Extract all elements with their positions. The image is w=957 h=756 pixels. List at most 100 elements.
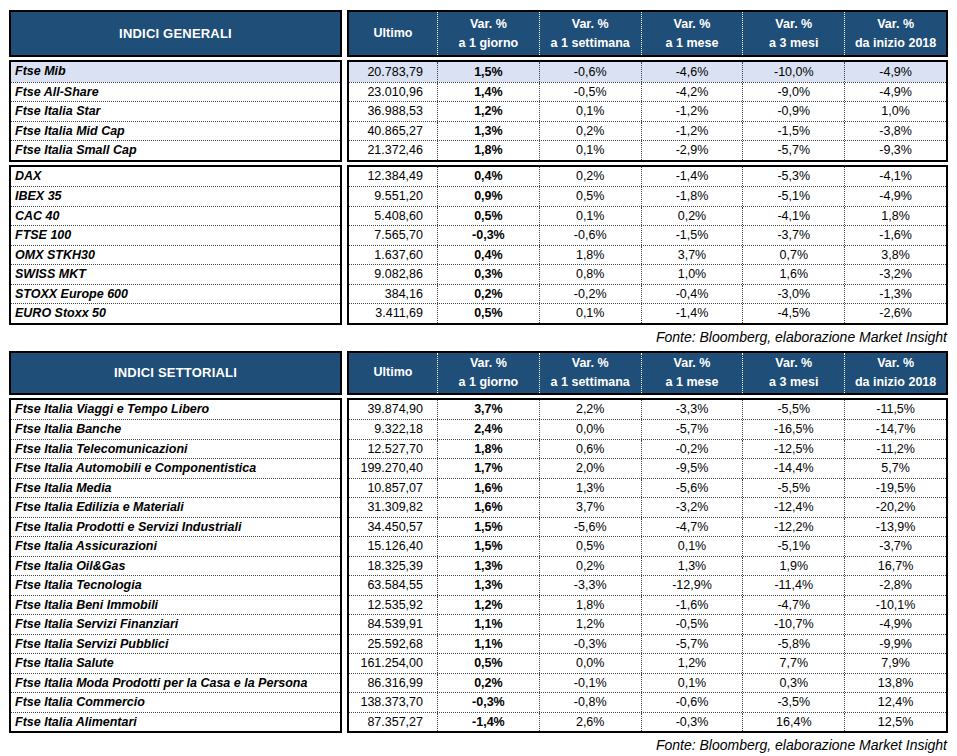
var-value: 3,7% bbox=[539, 498, 641, 517]
index-row-label: Ftse Italia Mid Cap bbox=[11, 121, 340, 141]
var-value: -4,5% bbox=[742, 304, 844, 323]
index-row-label: CAC 40 bbox=[11, 206, 340, 226]
var-value: -1,5% bbox=[641, 226, 743, 245]
var-value: 0,5% bbox=[539, 187, 641, 206]
ultimo-value: 5.408,60 bbox=[349, 207, 437, 226]
index-row-label: Ftse Italia Small Cap bbox=[11, 140, 340, 160]
ultimo-value: 3.411,69 bbox=[349, 304, 437, 323]
var-value: -0,4% bbox=[641, 285, 743, 304]
var-value: -3,0% bbox=[742, 285, 844, 304]
table-row: 3.411,690,5%0,1%-1,4%-4,5%-2,6% bbox=[349, 303, 946, 323]
var-value: -2,9% bbox=[641, 141, 743, 160]
var-value: -2,6% bbox=[844, 304, 946, 323]
var-value: -14,7% bbox=[844, 420, 946, 439]
var-value: 0,1% bbox=[539, 207, 641, 226]
index-row-label: Ftse Italia Prodotti e Servizi Industria… bbox=[11, 517, 340, 537]
ultimo-value: 12.535,92 bbox=[349, 596, 437, 615]
table-row: 36.988,531,2%0,1%-1,2%-0,9%1,0% bbox=[349, 101, 946, 121]
var-value: -4,7% bbox=[641, 518, 743, 537]
table-row: 39.874,903,7%2,2%-3,3%-5,5%-11,5% bbox=[349, 400, 946, 420]
var-value: -0,6% bbox=[539, 62, 641, 82]
index-row-label: Ftse Italia Alimentari bbox=[11, 712, 340, 732]
index-row-label: Ftse Italia Oil&Gas bbox=[11, 556, 340, 576]
var-value: -1,4% bbox=[641, 304, 743, 323]
index-values-box: 20.783,791,5%-0,6%-4,6%-10,0%-4,9%23.010… bbox=[347, 60, 948, 162]
sector-table-header: INDICI SETTORIALI UltimoVar. %a 1 giorno… bbox=[9, 351, 948, 395]
table-row: 63.584,551,3%-3,3%-12,9%-11,4%-2,8% bbox=[349, 575, 946, 595]
index-labels-box: Ftse Italia Viaggi e Tempo LiberoFtse It… bbox=[9, 398, 342, 734]
var-value: 1,3% bbox=[437, 557, 539, 576]
var-value: 1,2% bbox=[539, 615, 641, 634]
column-header-var-1-mese: Var. %a 1 mese bbox=[641, 353, 743, 393]
index-row-label: Ftse Italia Beni Immobili bbox=[11, 595, 340, 615]
var-value: -4,9% bbox=[844, 615, 946, 634]
index-row-label: Ftse Italia Servizi Pubblici bbox=[11, 634, 340, 654]
var-value: 2,4% bbox=[437, 420, 539, 439]
index-row-label: Ftse Italia Telecomunicazioni bbox=[11, 439, 340, 459]
ultimo-value: 384,16 bbox=[349, 285, 437, 304]
index-values-box: 39.874,903,7%2,2%-3,3%-5,5%-11,5%9.322,1… bbox=[347, 398, 948, 734]
column-header-var-1-giorno: Var. %a 1 giorno bbox=[437, 353, 539, 393]
var-value: 3,7% bbox=[641, 246, 743, 265]
var-value: -4,1% bbox=[844, 167, 946, 187]
ultimo-value: 12.384,49 bbox=[349, 167, 437, 187]
table-row: 9.551,200,9%0,5%-1,8%-5,1%-4,9% bbox=[349, 186, 946, 206]
table-row: 199.270,401,7%2,0%-9,5%-14,4%5,7% bbox=[349, 458, 946, 478]
var-value: 2,6% bbox=[539, 713, 641, 732]
var-value: 0,6% bbox=[539, 440, 641, 459]
var-value: -5,6% bbox=[539, 518, 641, 537]
table-row: 5.408,600,5%0,1%0,2%-4,1%1,8% bbox=[349, 206, 946, 226]
source-note: Fonte: Bloomberg, elaborazione Market In… bbox=[9, 737, 947, 753]
index-labels-box: DAXIBEX 35CAC 40FTSE 100OMX STKH30SWISS … bbox=[9, 165, 342, 325]
table-row: 384,160,2%-0,2%-0,4%-3,0%-1,3% bbox=[349, 284, 946, 304]
table-row: 161.254,000,5%0,0%1,2%7,7%7,9% bbox=[349, 653, 946, 673]
var-value: 1,9% bbox=[742, 557, 844, 576]
table-row: 9.082,860,3%0,8%1,0%1,6%-3,2% bbox=[349, 264, 946, 284]
var-value: -0,3% bbox=[539, 635, 641, 654]
sector-indices-table: INDICI SETTORIALI UltimoVar. %a 1 giorno… bbox=[9, 351, 948, 754]
var-value: 0,2% bbox=[539, 167, 641, 187]
column-headers: UltimoVar. %a 1 giornoVar. %a 1 settiman… bbox=[347, 351, 948, 395]
ultimo-value: 23.010,96 bbox=[349, 83, 437, 102]
ultimo-value: 1.637,60 bbox=[349, 246, 437, 265]
var-value: 1,2% bbox=[641, 654, 743, 673]
var-value: -1,4% bbox=[437, 713, 539, 732]
var-value: -5,5% bbox=[742, 400, 844, 420]
var-value: 0,5% bbox=[437, 304, 539, 323]
var-value: 0,1% bbox=[641, 537, 743, 556]
var-value: 1,1% bbox=[437, 615, 539, 634]
column-header-ultimo: Ultimo bbox=[349, 12, 437, 55]
var-value: -14,4% bbox=[742, 459, 844, 478]
ultimo-value: 20.783,79 bbox=[349, 62, 437, 82]
var-value: -4,1% bbox=[742, 207, 844, 226]
general-indices-table: INDICI GENERALI UltimoVar. %a 1 giornoVa… bbox=[9, 10, 948, 345]
var-value: -12,2% bbox=[742, 518, 844, 537]
index-row-label: Ftse Italia Assicurazioni bbox=[11, 536, 340, 556]
var-value: -11,4% bbox=[742, 576, 844, 595]
var-value: -1,2% bbox=[641, 102, 743, 121]
table-title: INDICI SETTORIALI bbox=[9, 351, 342, 395]
column-header-var-1-mese: Var. %a 1 mese bbox=[641, 12, 743, 55]
var-value: 3,7% bbox=[437, 400, 539, 420]
var-value: -12,5% bbox=[742, 440, 844, 459]
var-value: -5,8% bbox=[742, 635, 844, 654]
index-row-label: STOXX Europe 600 bbox=[11, 284, 340, 304]
table-row: 40.865,271,3%0,2%-1,2%-1,5%-3,8% bbox=[349, 121, 946, 141]
var-value: -5,6% bbox=[641, 479, 743, 498]
ultimo-value: 39.874,90 bbox=[349, 400, 437, 420]
table-row: 7.565,70-0,3%-0,6%-1,5%-3,7%-1,6% bbox=[349, 225, 946, 245]
var-value: -5,1% bbox=[742, 187, 844, 206]
var-value: -0,3% bbox=[437, 226, 539, 245]
var-value: 0,2% bbox=[641, 207, 743, 226]
index-group: Ftse MibFtse All-ShareFtse Italia StarFt… bbox=[9, 60, 948, 162]
table-row: 84.539,911,1%1,2%-0,5%-10,7%-4,9% bbox=[349, 614, 946, 634]
index-row-label: Ftse Italia Tecnologia bbox=[11, 575, 340, 595]
var-value: 1,8% bbox=[539, 596, 641, 615]
var-value: -0,9% bbox=[742, 102, 844, 121]
general-table-header: INDICI GENERALI UltimoVar. %a 1 giornoVa… bbox=[9, 10, 948, 57]
var-value: 2,2% bbox=[539, 400, 641, 420]
var-value: 0,1% bbox=[539, 141, 641, 160]
var-value: 0,5% bbox=[437, 654, 539, 673]
table-row: 12.535,921,2%1,8%-1,6%-4,7%-10,1% bbox=[349, 595, 946, 615]
var-value: -0,2% bbox=[539, 285, 641, 304]
